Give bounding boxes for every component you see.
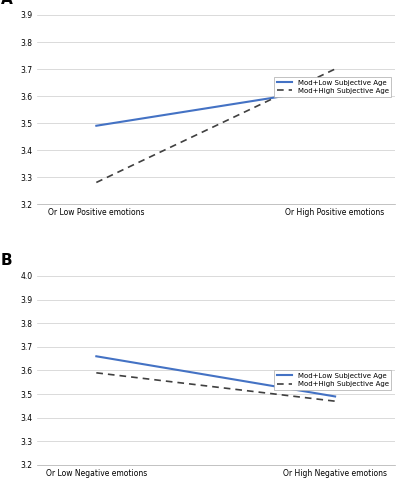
- Legend: Mod+Low Subjective Age, Mod+High Subjective Age: Mod+Low Subjective Age, Mod+High Subject…: [274, 77, 391, 96]
- Mod+Low Subjective Age: [333, 85, 337, 91]
- Line: Mod+High Subjective Age: Mod+High Subjective Age: [96, 69, 335, 182]
- Line: Mod+Low Subjective Age: Mod+Low Subjective Age: [96, 88, 335, 126]
- Line: Mod+High Subjective Age: Mod+High Subjective Age: [96, 373, 335, 401]
- Mod+High Subjective Age: [94, 370, 99, 376]
- Legend: Mod+Low Subjective Age, Mod+High Subjective Age: Mod+Low Subjective Age, Mod+High Subject…: [274, 370, 391, 390]
- Mod+Low Subjective Age: [94, 122, 99, 128]
- Mod+High Subjective Age: [333, 398, 337, 404]
- Mod+High Subjective Age: [333, 66, 337, 72]
- Mod+Low Subjective Age: [333, 394, 337, 400]
- Line: Mod+Low Subjective Age: Mod+Low Subjective Age: [96, 356, 335, 397]
- Mod+Low Subjective Age: [94, 354, 99, 360]
- Text: A: A: [1, 0, 13, 8]
- Mod+High Subjective Age: [94, 180, 99, 186]
- Text: B: B: [1, 254, 13, 268]
